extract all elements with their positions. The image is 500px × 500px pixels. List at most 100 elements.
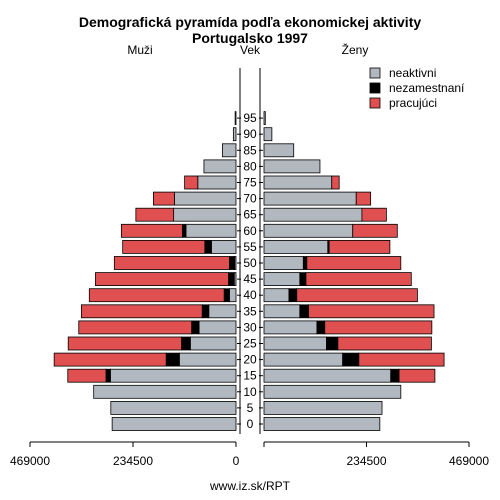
bar-male-neaktivni-70 xyxy=(174,191,237,206)
bar-female-pracujúci-50 xyxy=(306,256,402,270)
bar-female-neaktivni-80 xyxy=(263,159,321,174)
x-tick-label-left-1: 234500 xyxy=(113,454,153,468)
age-label-40: 40 xyxy=(243,288,257,302)
bar-male-neaktivni-20 xyxy=(178,352,237,367)
bar-female-pracujúci-35 xyxy=(308,304,435,319)
bar-male-pracujúci-60 xyxy=(120,223,183,238)
legend-label-0: neaktivni xyxy=(389,66,436,80)
bar-female-neaktivni-70 xyxy=(263,191,357,206)
age-label-10: 10 xyxy=(243,385,257,399)
bar-male-pracujúci-45 xyxy=(95,272,229,287)
bar-male-nezamestnaní-25 xyxy=(181,336,191,351)
age-label-75: 75 xyxy=(243,176,257,190)
bar-female-neaktivni-20 xyxy=(263,352,344,367)
age-label-0: 0 xyxy=(247,417,254,431)
bar-male-pracujúci-40 xyxy=(88,288,225,303)
age-label-55: 55 xyxy=(243,240,257,254)
bar-male-pracujúci-70 xyxy=(153,191,175,206)
bar-female-pracujúci-15 xyxy=(398,368,436,383)
age-label-20: 20 xyxy=(243,353,257,367)
bar-male-pracujúci-50 xyxy=(113,256,230,270)
x-tick-label-right-1: 469000 xyxy=(449,454,489,468)
bar-male-neaktivni-25 xyxy=(189,336,237,351)
chart-subtitle: Portugalsko 1997 xyxy=(192,30,308,46)
age-label-45: 45 xyxy=(243,272,257,286)
bar-male-nezamestnaní-45 xyxy=(228,272,235,287)
bar-female-pracujúci-45 xyxy=(305,272,412,287)
bar-male-pracujúci-30 xyxy=(78,320,193,335)
age-label-25: 25 xyxy=(243,337,257,351)
bar-male-nezamestnaní-55 xyxy=(204,239,212,254)
age-label-50: 50 xyxy=(243,256,257,270)
bar-male-neaktivni-5 xyxy=(110,400,237,415)
bar-female-neaktivni-25 xyxy=(263,336,327,351)
bar-male-pracujúci-20 xyxy=(53,352,167,367)
bar-male-neaktivni-65 xyxy=(173,207,237,222)
bar-male-nezamestnaní-50 xyxy=(229,256,236,270)
bar-female-neaktivni-0 xyxy=(263,417,381,431)
bar-female-nezamestnaní-20 xyxy=(342,352,360,367)
male-label: Muži xyxy=(127,43,152,57)
bars-group xyxy=(53,111,445,431)
bar-female-neaktivni-60 xyxy=(263,223,354,238)
bar-female-neaktivni-65 xyxy=(263,207,363,222)
bar-female-neaktivni-15 xyxy=(263,368,392,383)
age-label-60: 60 xyxy=(243,224,257,238)
bar-female-neaktivni-55 xyxy=(263,239,329,254)
bar-female-pracujúci-25 xyxy=(337,336,432,351)
legend-swatch-0 xyxy=(369,67,381,79)
bar-male-neaktivni-35 xyxy=(208,304,237,319)
female-label: Ženy xyxy=(342,42,369,57)
bar-female-neaktivni-85 xyxy=(263,143,295,158)
bar-male-nezamestnaní-15 xyxy=(105,368,111,383)
bar-female-neaktivni-95 xyxy=(263,111,266,125)
age-label-5: 5 xyxy=(247,401,254,415)
bar-female-nezamestnaní-15 xyxy=(390,368,400,383)
bar-female-pracujúci-65 xyxy=(361,207,387,222)
bar-female-nezamestnaní-45 xyxy=(299,272,307,287)
chart-title: Demografická pyramída podľa ekonomickej … xyxy=(79,14,422,30)
bar-male-neaktivni-10 xyxy=(93,384,237,399)
bar-male-neaktivni-80 xyxy=(203,159,237,174)
legend-label-1: nezamestnaní xyxy=(389,81,465,95)
legend-label-2: pracujúci xyxy=(389,96,437,110)
bar-male-neaktivni-85 xyxy=(221,143,237,158)
bar-male-neaktivni-90 xyxy=(232,127,237,142)
axes-group: 469000 234500 0 234500 469000 xyxy=(10,68,489,468)
bar-male-neaktivni-60 xyxy=(185,223,237,238)
bar-male-pracujúci-35 xyxy=(80,304,203,319)
legend-swatch-2 xyxy=(369,97,381,109)
age-label-70: 70 xyxy=(243,192,257,206)
x-tick-label-right-0: 234500 xyxy=(346,454,386,468)
bar-male-pracujúci-55 xyxy=(122,239,206,254)
bar-male-pracujúci-15 xyxy=(67,368,107,383)
age-label-80: 80 xyxy=(243,159,257,173)
bar-female-pracujúci-40 xyxy=(296,288,418,303)
bar-male-nezamestnaní-35 xyxy=(201,304,210,319)
age-label-95: 95 xyxy=(243,111,257,125)
age-label-35: 35 xyxy=(243,304,257,318)
bar-female-nezamestnaní-25 xyxy=(326,336,339,351)
bar-male-nezamestnaní-20 xyxy=(165,352,180,367)
bar-female-pracujúci-60 xyxy=(352,223,398,238)
bar-male-neaktivni-95 xyxy=(234,111,237,125)
bar-female-neaktivni-30 xyxy=(263,320,318,335)
bar-male-nezamestnaní-40 xyxy=(223,288,230,303)
bar-female-neaktivni-10 xyxy=(263,384,402,399)
bar-female-nezamestnaní-40 xyxy=(288,288,298,303)
x-tick-label-left-0: 469000 xyxy=(10,454,50,468)
age-labels-group: 0 5 10 15 20 25 30 35 40 45 50 55 60 65 70 75 80 85 90 95 xyxy=(237,111,263,431)
x-tick-label-left-2: 0 xyxy=(233,454,240,468)
legend-swatch-1 xyxy=(369,82,381,94)
age-label-65: 65 xyxy=(243,208,257,222)
bar-male-neaktivni-30 xyxy=(198,320,237,335)
bar-male-neaktivni-75 xyxy=(197,175,237,190)
bar-female-neaktivni-75 xyxy=(263,175,333,190)
bar-male-nezamestnaní-60 xyxy=(182,223,187,238)
bar-male-pracujúci-75 xyxy=(184,175,199,190)
bar-male-neaktivni-40 xyxy=(229,288,237,303)
bar-female-pracujúci-55 xyxy=(328,239,391,254)
footer-source: www.iz.sk/RPT xyxy=(209,479,291,493)
bar-female-pracujúci-75 xyxy=(331,175,340,190)
